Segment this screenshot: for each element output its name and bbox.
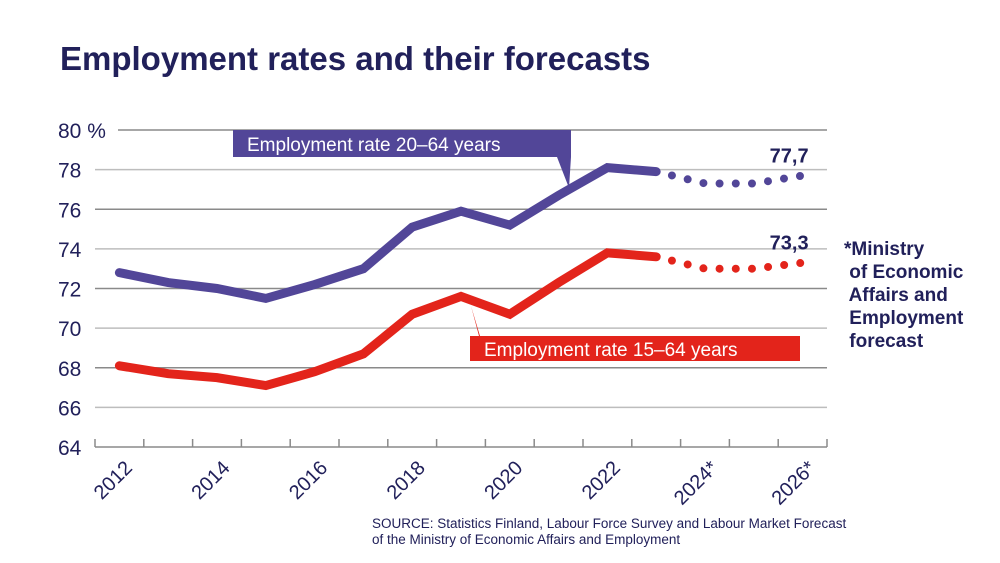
x-tick-label: 2018 [383,457,430,504]
y-tick-label: 76 [58,199,81,222]
source-line-1: SOURCE: Statistics Finland, Labour Force… [372,516,847,531]
x-axis: 2012 2014 2016 2018 2020 2022 2024* 2026* [90,439,828,510]
forecast-note: *Ministry of Economic Affairs and Employ… [844,239,964,352]
legend-15-64: Employment rate 15–64 years [470,306,800,361]
legend-20-64: Employment rate 20–64 years [233,130,571,188]
x-tick-label: 2022 [578,457,625,504]
y-axis-ticks: 64 66 68 70 72 74 76 78 80 % [58,120,106,460]
x-tick-label: 2016 [285,457,332,504]
y-tick-label: 70 [58,318,81,341]
end-label-20-64: 77,7 [770,146,809,168]
series-line-0 [114,163,661,304]
series-forecast-0 [652,167,807,188]
y-tick-label: 68 [58,358,81,381]
series-forecast-1 [652,252,807,273]
y-tick-label: 78 [58,160,81,183]
x-tick-label: 2012 [90,457,137,504]
y-tick-label: 66 [58,397,81,420]
legend-15-64-box [470,306,800,361]
y-tick-label: 72 [58,279,81,302]
series-line-1 [114,248,661,391]
legend-20-64-box [233,130,571,188]
y-tick-label: 74 [58,239,82,262]
y-tick-label: 80 % [58,120,106,143]
chart-title: Employment rates and their forecasts [60,40,651,77]
x-tick-label: 2024* [670,457,723,510]
y-tick-label: 64 [58,437,82,460]
x-tick-label: 2026* [768,457,821,510]
x-tick-label: 2020 [480,457,527,504]
series-group [114,163,807,391]
x-tick-label: 2014 [188,457,235,504]
source-line-2: of the Ministry of Economic Affairs and … [372,532,681,547]
source-text: SOURCE: Statistics Finland, Labour Force… [372,516,846,548]
legend-15-64-label: Employment rate 15–64 years [484,340,737,361]
legend-20-64-label: Employment rate 20–64 years [247,135,500,156]
end-label-15-64: 73,3 [770,233,809,255]
